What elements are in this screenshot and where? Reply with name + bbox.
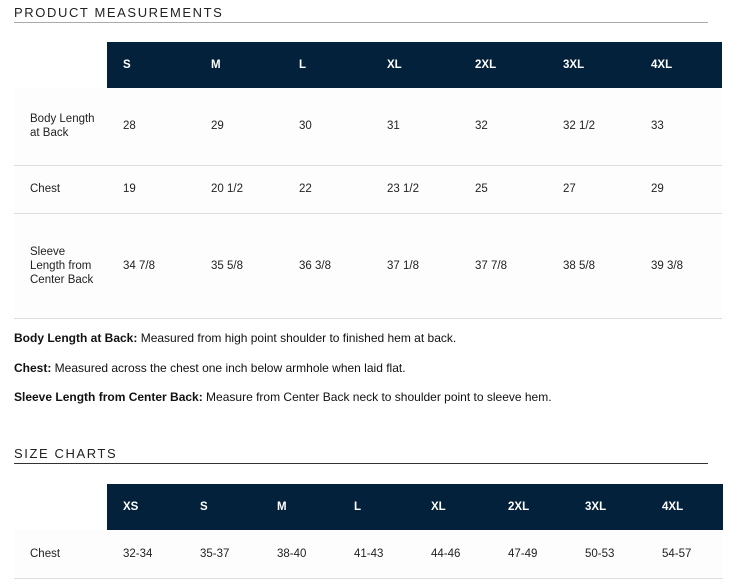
- cell: 50-53: [569, 530, 646, 579]
- size-header: 3XL: [569, 484, 646, 530]
- cell: 44-46: [415, 530, 492, 579]
- row-label: Sleeve Length from Center Back: [14, 213, 107, 319]
- note-text: Measured from high point shoulder to fin…: [137, 331, 457, 345]
- cell: 31: [371, 88, 459, 166]
- row-label: Body Length at Back: [14, 88, 107, 166]
- size-header: 2XL: [492, 484, 569, 530]
- size-header: XL: [371, 42, 459, 88]
- cell: 36 3/8: [283, 213, 371, 319]
- size-header: L: [338, 484, 415, 530]
- cell: 54-57: [646, 530, 723, 579]
- note-sleeve: Sleeve Length from Center Back: Measure …: [14, 390, 552, 404]
- size-header: M: [195, 42, 283, 88]
- table-row: Body Length at Back 28 29 30 31 32 32 1/…: [14, 88, 722, 166]
- size-header: M: [261, 484, 338, 530]
- table-row: Sleeve Length from Center Back 34 7/8 35…: [14, 213, 722, 319]
- divider: [14, 463, 708, 464]
- cell: 41-43: [338, 530, 415, 579]
- cell: 37 1/8: [371, 213, 459, 319]
- cell: 32: [459, 88, 547, 166]
- cell: 25: [459, 165, 547, 214]
- cell: 22: [283, 165, 371, 214]
- note-term: Sleeve Length from Center Back:: [14, 390, 203, 404]
- product-measurements-title: PRODUCT MEASUREMENTS: [14, 5, 224, 20]
- size-header: 3XL: [547, 42, 635, 88]
- size-header: S: [107, 42, 195, 88]
- size-header: 4XL: [646, 484, 723, 530]
- cell: 19: [107, 165, 195, 214]
- size-charts-title: SIZE CHARTS: [14, 446, 118, 461]
- note-chest: Chest: Measured across the chest one inc…: [14, 361, 406, 375]
- size-header: XL: [415, 484, 492, 530]
- cell: 37 7/8: [459, 213, 547, 319]
- cell: 35 5/8: [195, 213, 283, 319]
- table-row: Chest 19 20 1/2 22 23 1/2 25 27 29: [14, 165, 722, 214]
- header-row: XS S M L XL 2XL 3XL 4XL: [14, 484, 723, 530]
- size-chart-table: XS S M L XL 2XL 3XL 4XL Chest 32-34 35-3…: [14, 484, 723, 579]
- cell: 33: [635, 88, 722, 166]
- cell: 39 3/8: [635, 213, 722, 319]
- row-label: Chest: [14, 165, 107, 214]
- cell: 32 1/2: [547, 88, 635, 166]
- size-header: 4XL: [635, 42, 722, 88]
- divider: [14, 22, 708, 23]
- cell: 20 1/2: [195, 165, 283, 214]
- cell: 30: [283, 88, 371, 166]
- note-body-length: Body Length at Back: Measured from high …: [14, 331, 456, 345]
- cell: 27: [547, 165, 635, 214]
- cell: 35-37: [184, 530, 261, 579]
- note-text: Measure from Center Back neck to shoulde…: [202, 390, 552, 404]
- cell: 29: [635, 165, 722, 214]
- cell: 38 5/8: [547, 213, 635, 319]
- note-text: Measured across the chest one inch below…: [51, 361, 406, 375]
- size-header: XS: [107, 484, 184, 530]
- cell: 28: [107, 88, 195, 166]
- size-header: L: [283, 42, 371, 88]
- measurements-table: S M L XL 2XL 3XL 4XL Body Length at Back…: [14, 42, 722, 319]
- blank-header: [14, 484, 107, 530]
- cell: 32-34: [107, 530, 184, 579]
- note-term: Body Length at Back:: [14, 331, 138, 345]
- cell: 38-40: [261, 530, 338, 579]
- size-header: 2XL: [459, 42, 547, 88]
- size-header: S: [184, 484, 261, 530]
- cell: 47-49: [492, 530, 569, 579]
- header-row: S M L XL 2XL 3XL 4XL: [14, 42, 722, 88]
- blank-header: [14, 42, 107, 88]
- cell: 34 7/8: [107, 213, 195, 319]
- cell: 29: [195, 88, 283, 166]
- table-row: Chest 32-34 35-37 38-40 41-43 44-46 47-4…: [14, 530, 723, 579]
- cell: 23 1/2: [371, 165, 459, 214]
- note-term: Chest:: [14, 361, 52, 375]
- row-label: Chest: [14, 530, 107, 579]
